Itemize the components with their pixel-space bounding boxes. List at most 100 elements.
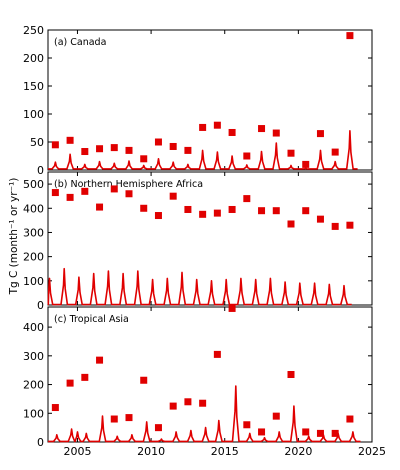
data-point-square	[184, 205, 192, 213]
y-tick-label: 100	[23, 407, 44, 420]
y-tick-label: 200	[23, 379, 44, 392]
data-point-square	[199, 210, 207, 218]
x-tick-label: 2010	[137, 445, 165, 458]
data-point-square	[287, 149, 295, 157]
data-point-square	[331, 429, 339, 437]
data-point-square	[258, 125, 266, 133]
data-point-square	[316, 429, 324, 437]
data-point-square	[228, 205, 236, 213]
data-point-square	[331, 148, 339, 156]
data-point-square	[140, 155, 148, 163]
y-tick-label: 150	[23, 80, 44, 93]
data-point-square	[140, 204, 148, 212]
data-point-square	[110, 144, 118, 152]
data-point-square	[302, 207, 310, 215]
y-tick-label: 250	[23, 24, 44, 37]
data-point-square	[302, 160, 310, 168]
data-point-square	[154, 138, 162, 146]
data-point-square	[243, 421, 251, 429]
data-point-square	[125, 146, 133, 154]
y-tick-label: 100	[23, 108, 44, 121]
data-point-square	[199, 123, 207, 131]
data-point-square	[96, 356, 104, 364]
data-point-square	[243, 195, 251, 203]
data-point-square	[258, 207, 266, 215]
data-point-square	[346, 32, 354, 40]
y-axis-label: Tg C (month⁻¹ or yr⁻¹)	[8, 178, 20, 296]
x-tick-label: 2005	[63, 445, 91, 458]
panel-title: (c) Tropical Asia	[54, 314, 129, 325]
panel-title: (b) Northern Hemisphere Africa	[54, 179, 203, 190]
data-point-square	[96, 145, 104, 153]
data-point-square	[302, 428, 310, 436]
y-tick-label: 200	[23, 251, 44, 264]
data-point-square	[199, 399, 207, 407]
series-line	[48, 130, 358, 170]
data-point-square	[51, 189, 59, 197]
data-point-square	[346, 221, 354, 229]
data-point-square	[272, 129, 280, 137]
data-point-square	[184, 146, 192, 154]
data-point-square	[66, 379, 74, 387]
y-tick-label: 400	[23, 202, 44, 215]
data-point-square	[110, 185, 118, 193]
data-point-square	[213, 350, 221, 358]
panel-frame	[47, 171, 373, 306]
data-point-square	[228, 128, 236, 136]
y-tick-label: 200	[23, 52, 44, 65]
data-point-square	[125, 414, 133, 422]
data-point-square	[125, 190, 133, 198]
data-point-square	[51, 404, 59, 412]
y-tick-label: 300	[23, 350, 44, 363]
data-point-square	[51, 141, 59, 149]
data-point-square	[81, 187, 89, 195]
series-line	[47, 267, 352, 306]
y-tick-label: 300	[23, 226, 44, 239]
data-point-square	[169, 192, 177, 200]
y-tick-label: 50	[30, 136, 44, 149]
data-point-square	[331, 222, 339, 230]
panel-2: 0 100 200 300 400 2005 2010 2015 2020 2025 (c) Tro…	[23, 304, 386, 458]
data-point-square	[287, 220, 295, 228]
data-point-square	[81, 148, 89, 156]
data-point-square	[110, 415, 118, 423]
y-tick-label: 0	[37, 164, 44, 177]
data-point-square	[96, 203, 104, 211]
panel-1: 0 100 200 300 400 500 (b) Northern Hemisphere …	[23, 171, 373, 312]
data-point-square	[316, 215, 324, 223]
x-tick-label: 2020	[284, 445, 312, 458]
data-point-square	[243, 152, 251, 160]
series-line	[48, 385, 361, 443]
data-point-square	[140, 376, 148, 384]
x-tick-label: 2015	[211, 445, 239, 458]
data-point-square	[213, 209, 221, 217]
panel-frame	[47, 29, 373, 171]
data-point-square	[346, 415, 354, 423]
data-point-square	[66, 193, 74, 201]
data-point-square	[184, 398, 192, 406]
data-point-square	[154, 424, 162, 432]
data-point-square	[169, 142, 177, 150]
y-tick-label: 0	[37, 436, 44, 449]
panel-frame	[47, 306, 373, 443]
data-point-square	[81, 373, 89, 381]
data-point-square	[154, 212, 162, 220]
y-tick-label: 400	[23, 321, 44, 334]
data-point-square	[169, 402, 177, 410]
data-point-square	[272, 207, 280, 215]
data-point-square	[66, 136, 74, 144]
x-tick-label: 2025	[358, 445, 386, 458]
data-point-square	[258, 428, 266, 436]
y-tick-label: 100	[23, 275, 44, 288]
data-point-square	[287, 371, 295, 378]
y-tick-label: 500	[23, 178, 44, 191]
panel-title: (a) Canada	[54, 37, 106, 48]
y-tick-label: 0	[37, 299, 44, 312]
data-point-square	[228, 304, 236, 312]
data-point-square	[213, 121, 221, 129]
panel-0: 0 50 100 150 200 250 (a) Canada	[23, 24, 373, 177]
data-point-square	[272, 412, 280, 420]
data-point-square	[316, 130, 324, 138]
